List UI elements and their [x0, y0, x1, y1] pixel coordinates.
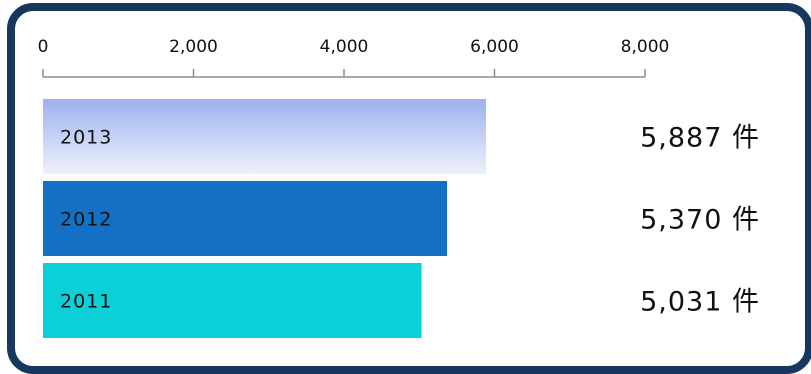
x-tick-label: 8,000: [621, 37, 670, 57]
category-label: 2012: [60, 209, 112, 231]
value-label: 5,370 件: [640, 205, 760, 236]
bar-2011: [43, 263, 422, 338]
x-tick-label: 2,000: [169, 37, 218, 57]
value-label: 5,031 件: [640, 287, 760, 318]
value-label: 5,887 件: [640, 123, 760, 154]
bar-2013: [43, 99, 486, 174]
x-tick-label: 6,000: [470, 37, 519, 57]
category-label: 2013: [60, 127, 112, 149]
x-tick-label: 0: [38, 37, 49, 57]
x-tick-label: 4,000: [320, 37, 369, 57]
bar-2012: [43, 181, 448, 256]
category-label: 2011: [60, 291, 112, 313]
